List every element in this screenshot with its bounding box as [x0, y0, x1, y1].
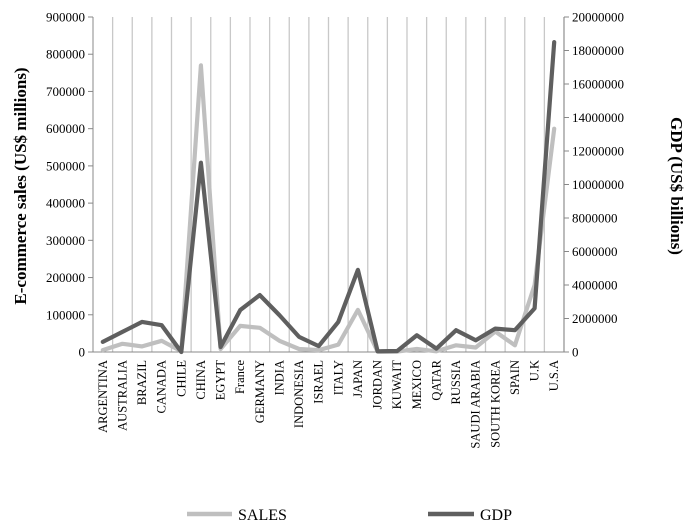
x-category-label: MEXICO — [410, 360, 424, 409]
x-category-label: JORDAN — [371, 360, 385, 409]
x-category-label: U.S.A — [547, 360, 561, 391]
x-category-label: France — [233, 360, 247, 394]
x-category-label: SOUTH KOREA — [488, 360, 502, 448]
x-category-label: ITALY — [331, 360, 345, 395]
right-y-tick-label: 0 — [572, 345, 579, 360]
right-y-tick-label: 8000000 — [572, 211, 618, 226]
legend: SALES GDP — [187, 507, 512, 523]
right-y-tick-label: 10000000 — [572, 177, 624, 192]
left-y-tick-label: 600000 — [46, 121, 85, 136]
x-category-label: CANADA — [155, 360, 169, 413]
left-y-tick-label: 300000 — [46, 233, 85, 248]
x-category-label: INDIA — [272, 360, 286, 395]
series-line-gdp — [100, 39, 557, 355]
left-y-tick-label: 0 — [79, 345, 86, 360]
x-category-label: INDONESIA — [292, 360, 306, 428]
x-category-label: ISRAEL — [312, 360, 326, 404]
x-category-label: QATAR — [429, 359, 443, 400]
left-y-tick-label: 500000 — [46, 158, 85, 173]
right-y-tick-label: 2000000 — [572, 311, 618, 326]
left-y-tick-label: 800000 — [46, 47, 85, 62]
x-category-label: JAPAN — [351, 360, 365, 398]
legend-label-sales: SALES — [238, 507, 287, 523]
right-y-tick-label: 4000000 — [572, 278, 618, 293]
x-category-labels: ARGENTINA AUSTRALIA BRAZIL CANADA CHILE CHINA… — [96, 359, 561, 448]
x-category-label: CHILE — [174, 360, 188, 397]
right-y-tick-label: 14000000 — [572, 110, 624, 125]
right-y-tick-label: 6000000 — [572, 244, 618, 259]
left-y-tick-label: 400000 — [46, 196, 85, 211]
x-category-label: CHINA — [194, 360, 208, 400]
x-category-label: SAUDI ARABIA — [469, 360, 483, 449]
x-category-label: ARGENTINA — [96, 360, 110, 433]
x-category-label: U.K — [528, 360, 542, 381]
legend-label-gdp: GDP — [480, 507, 512, 523]
left-y-tick-label: 100000 — [46, 307, 85, 322]
left-y-tick-labels: 0 100000 200000 300000 400000 500000 600000 700… — [46, 10, 93, 360]
x-category-label: GERMANY — [253, 360, 267, 423]
x-category-label: BRAZIL — [135, 360, 149, 405]
right-y-tick-label: 20000000 — [572, 10, 624, 25]
left-y-tick-label: 200000 — [46, 270, 85, 285]
x-category-label: SPAIN — [508, 360, 522, 395]
right-y-tick-label: 18000000 — [572, 43, 624, 58]
series-lines — [100, 39, 557, 355]
x-category-label: KUWAIT — [390, 360, 404, 410]
left-y-tick-label: 900000 — [46, 10, 85, 25]
x-category-label: RUSSIA — [449, 360, 463, 404]
left-y-tick-label: 700000 — [46, 84, 85, 99]
y-axis-title-left: E-commerce sales (US$ millions) — [11, 67, 30, 304]
vertical-gridlines — [111, 17, 565, 352]
right-y-tick-label: 12000000 — [572, 144, 624, 159]
y-axis-title-right: GDP (US$ billions) — [667, 117, 686, 255]
x-category-label: AUSTRALIA — [115, 360, 129, 431]
right-y-tick-labels: 0 2000000 4000000 6000000 8000000 10000000 120… — [564, 10, 624, 360]
right-y-tick-label: 16000000 — [572, 77, 624, 92]
x-category-label: EGYPT — [214, 360, 228, 401]
